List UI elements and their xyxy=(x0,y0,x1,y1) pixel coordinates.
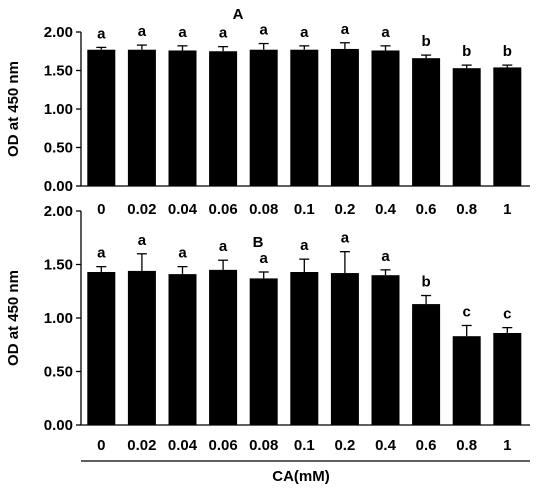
bar xyxy=(330,273,359,425)
significance-letter: c xyxy=(503,306,511,323)
bar xyxy=(127,49,156,187)
y-tick-label: 1.50 xyxy=(44,257,73,274)
x-tick-label: 0.02 xyxy=(127,201,156,218)
y-tick-label: 0.50 xyxy=(44,364,73,381)
significance-letter: c xyxy=(463,303,471,320)
bar xyxy=(127,270,156,425)
x-axis-title: CA(mM) xyxy=(272,468,330,485)
significance-letter: b xyxy=(422,274,431,291)
panel-label: B xyxy=(253,234,264,251)
significance-letter: a xyxy=(178,24,187,41)
y-tick-label: 1.50 xyxy=(44,63,73,80)
x-tick-label: 0.02 xyxy=(127,437,156,454)
x-tick-label: 1 xyxy=(503,201,511,218)
bar xyxy=(290,49,319,187)
bar xyxy=(493,332,522,425)
x-tick-label: 0 xyxy=(97,437,105,454)
y-tick-label: 0.50 xyxy=(44,140,73,157)
y-tick-label: 0.00 xyxy=(44,178,73,195)
significance-letter: a xyxy=(97,245,106,262)
significance-letter: a xyxy=(138,23,147,40)
bar xyxy=(209,51,238,186)
bar xyxy=(412,304,441,425)
significance-letter: a xyxy=(260,250,269,267)
y-tick-label: 1.00 xyxy=(44,101,73,118)
bar xyxy=(87,271,116,425)
panel-label: A xyxy=(233,6,244,23)
x-tick-label: 0.8 xyxy=(456,437,477,454)
significance-letter: b xyxy=(503,43,512,60)
bar xyxy=(371,50,400,187)
y-tick-label: 2.00 xyxy=(44,24,73,41)
significance-letter: a xyxy=(178,245,187,262)
x-tick-label: 0.6 xyxy=(416,437,437,454)
significance-letter: a xyxy=(300,24,309,41)
y-axis-title: OD at 450 nm xyxy=(5,61,22,157)
significance-letter: a xyxy=(381,24,390,41)
significance-letter: a xyxy=(341,230,350,247)
bar xyxy=(452,68,481,186)
x-tick-label: 0.2 xyxy=(334,437,355,454)
bar xyxy=(87,49,116,187)
x-tick-label: 0.08 xyxy=(249,437,278,454)
x-tick-label: 0.04 xyxy=(168,437,198,454)
bar xyxy=(493,67,522,186)
bar xyxy=(249,278,278,425)
y-axis-title: OD at 450 nm xyxy=(5,270,22,366)
significance-letter: a xyxy=(219,25,228,42)
bar xyxy=(412,58,441,186)
x-tick-label: 1 xyxy=(503,437,511,454)
significance-letter: b xyxy=(462,43,471,60)
x-tick-label: 0.2 xyxy=(334,201,355,218)
x-tick-label: 0.1 xyxy=(294,437,315,454)
significance-letter: a xyxy=(219,238,228,255)
bar xyxy=(330,48,359,186)
x-tick-label: 0.6 xyxy=(416,201,437,218)
significance-letter: a xyxy=(260,22,269,39)
bar xyxy=(209,269,238,425)
bar xyxy=(452,336,481,425)
significance-letter: a xyxy=(138,232,147,249)
y-tick-label: 0.00 xyxy=(44,417,73,434)
significance-letter: a xyxy=(381,248,390,265)
y-tick-label: 1.00 xyxy=(44,310,73,327)
x-tick-label: 0.4 xyxy=(375,201,397,218)
significance-letter: a xyxy=(341,21,350,38)
bar xyxy=(371,275,400,425)
significance-letter: b xyxy=(422,33,431,50)
bar xyxy=(249,49,278,187)
x-tick-label: 0.4 xyxy=(375,437,397,454)
x-tick-label: 0.04 xyxy=(168,201,198,218)
x-tick-label: 0.8 xyxy=(456,201,477,218)
y-tick-label: 2.00 xyxy=(44,203,73,220)
significance-letter: a xyxy=(300,237,309,254)
x-tick-label: 0.06 xyxy=(208,201,237,218)
bar xyxy=(168,50,197,187)
x-tick-label: 0.06 xyxy=(208,437,237,454)
bar xyxy=(168,274,197,425)
bar xyxy=(290,271,319,425)
x-tick-label: 0.08 xyxy=(249,201,278,218)
x-tick-label: 0 xyxy=(97,201,105,218)
significance-letter: a xyxy=(97,25,106,42)
x-tick-label: 0.1 xyxy=(294,201,315,218)
